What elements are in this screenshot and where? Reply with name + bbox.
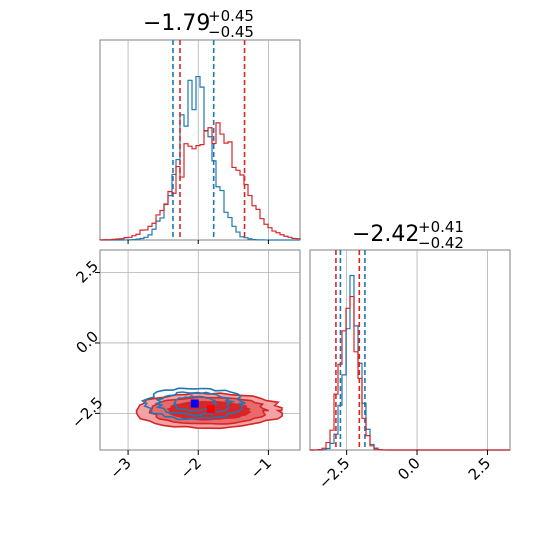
x-tick-label: −2 [177, 454, 205, 482]
x-tick-label: −1 [247, 454, 275, 482]
histogram-blue [100, 75, 300, 241]
marker-red [206, 405, 215, 414]
x-tick-label: 2.5 [465, 454, 495, 484]
title-param2: −2.42 +0.41 −0.42 [352, 218, 464, 252]
scatter-panel [99, 249, 301, 451]
contour-blue-inner [172, 395, 218, 412]
y-tick-label: −2.5 [68, 393, 106, 431]
histogram-red [99, 122, 301, 241]
histogram-param1-series [99, 40, 301, 241]
contour-blue-outer [140, 387, 246, 421]
title-param2-minus: −0.42 [418, 234, 464, 252]
title-param2-median: −2.42 [352, 222, 419, 247]
x-tick-label: −3 [107, 454, 135, 482]
marker-blue [190, 399, 199, 408]
histogram-red [309, 295, 510, 451]
y-tick-label: 0.0 [72, 327, 102, 357]
x-tick-label: 0.0 [394, 454, 424, 484]
x-tick-label: −2.5 [315, 454, 353, 492]
histogram-param2-series [309, 250, 510, 451]
axis-ticks: −3 −2 −1 −2.5 0.0 2.5 −2.5 0.0 2.5 [68, 240, 494, 493]
title-param1-median: −1.79 [143, 11, 210, 36]
title-param1: −1.79 +0.45 −0.45 [143, 7, 254, 41]
title-param2-plus: +0.41 [418, 218, 464, 236]
histogram-panel-param1 [99, 39, 301, 241]
title-param1-minus: −0.45 [208, 23, 254, 41]
scatter-contour-series [135, 387, 284, 430]
title-param1-plus: +0.45 [208, 7, 254, 25]
y-tick-label: 2.5 [72, 257, 102, 287]
contour-blue-mid [154, 391, 236, 417]
